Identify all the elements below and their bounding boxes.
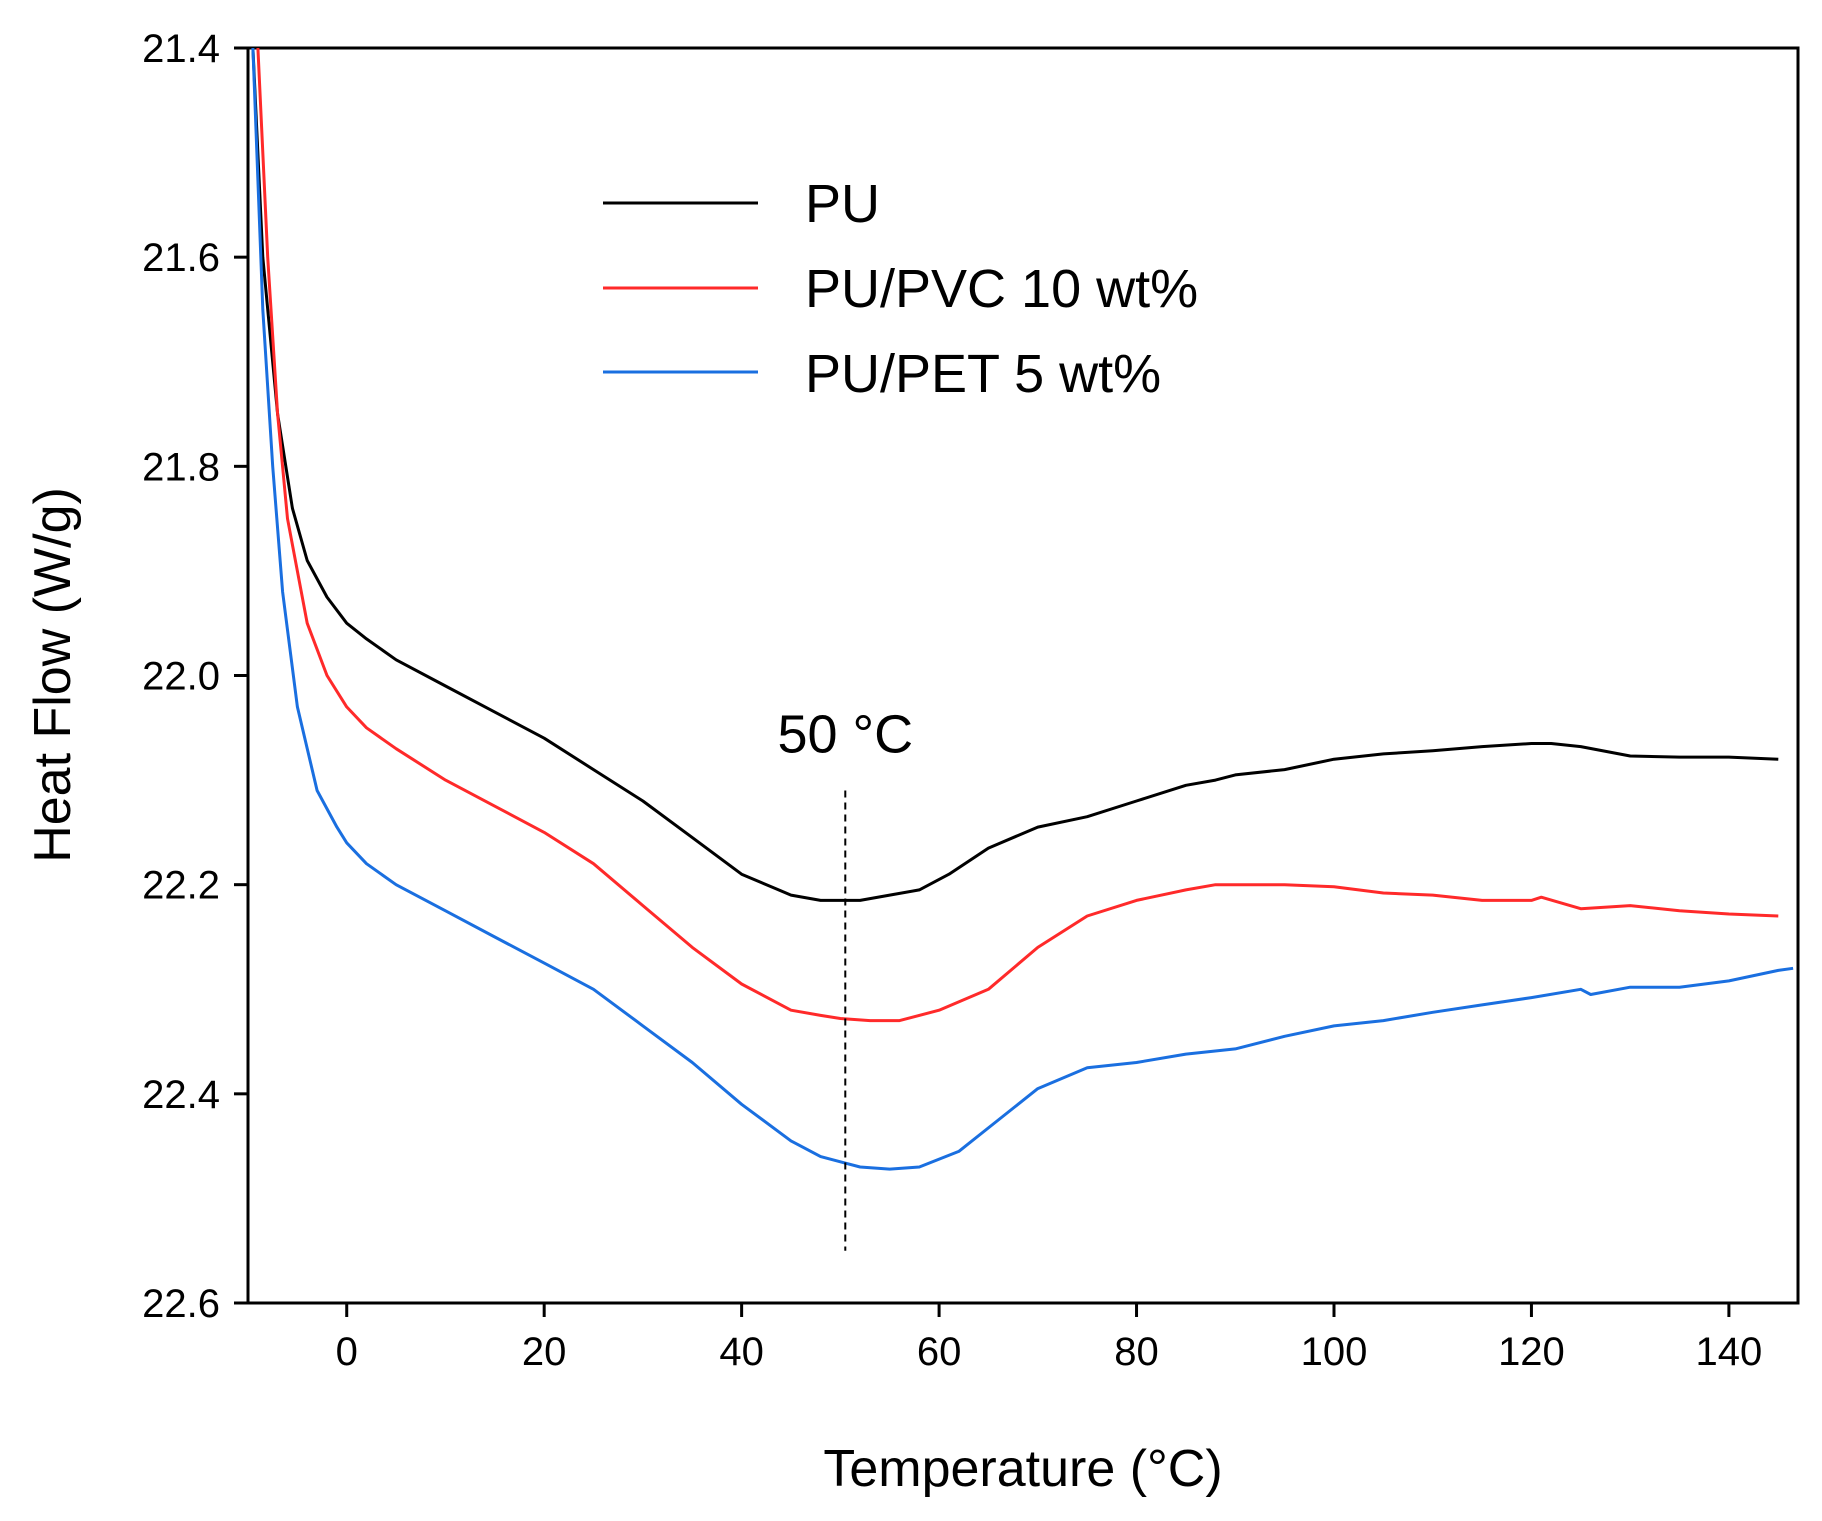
y-tick-label: 22.2 xyxy=(142,864,220,908)
annotation-layer: 50 °C xyxy=(777,705,913,1251)
legend-label-pu: PU xyxy=(805,174,880,234)
x-tick-label: 20 xyxy=(522,1330,567,1374)
legend: PU PU/PVC 10 wt% PU/PET 5 wt% xyxy=(603,174,1198,404)
legend-label-pu-pvc: PU/PVC 10 wt% xyxy=(805,259,1198,319)
series-layer xyxy=(251,48,1794,1171)
x-tick-label: 80 xyxy=(1114,1330,1159,1374)
x-tick-label: 120 xyxy=(1498,1330,1565,1374)
legend-label-pu-pet: PU/PET 5 wt% xyxy=(805,344,1161,404)
y-axis: 21.4 21.6 21.8 22.0 22.2 22.4 22.6 xyxy=(142,27,248,1326)
x-axis: 0 20 40 60 80 100 120 140 xyxy=(336,1303,1763,1374)
plot-frame xyxy=(246,46,1800,1305)
x-axis-title: Temperature (°C) xyxy=(823,1440,1222,1498)
x-tick-label: 140 xyxy=(1696,1330,1763,1374)
x-tick-label: 100 xyxy=(1301,1330,1368,1374)
x-tick-label: 40 xyxy=(719,1330,764,1374)
y-tick-label: 21.8 xyxy=(142,445,220,489)
x-tick-label: 60 xyxy=(917,1330,962,1374)
x-tick-label: 0 xyxy=(336,1330,358,1374)
annotation-50c-label: 50 °C xyxy=(777,705,913,765)
y-axis-title: Heat Flow (W/g) xyxy=(24,487,82,863)
series-line-pu-pvc xyxy=(256,48,1779,1023)
y-tick-label: 22.0 xyxy=(142,655,220,699)
y-tick-label: 22.6 xyxy=(142,1282,220,1326)
y-tick-label: 22.4 xyxy=(142,1073,220,1117)
series-line-pu-pet xyxy=(251,48,1794,1171)
y-tick-label: 21.4 xyxy=(142,27,220,71)
series-line-pu xyxy=(251,48,1779,902)
y-tick-label: 21.6 xyxy=(142,236,220,280)
